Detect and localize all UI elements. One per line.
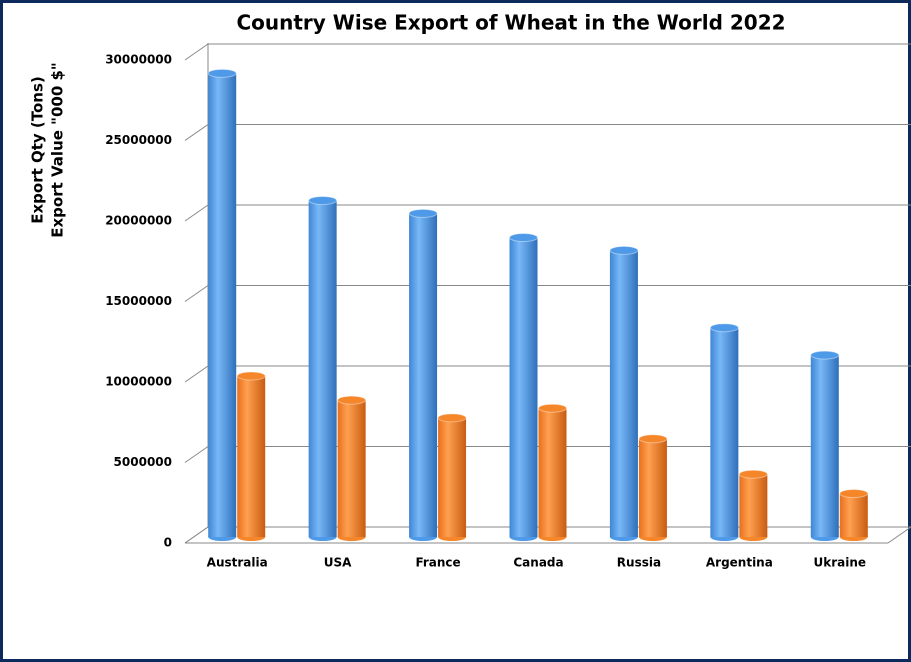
x-tick-label: Canada (513, 556, 563, 570)
bar-cap (207, 68, 237, 78)
bar (739, 474, 768, 537)
y-tick-label: 0 (164, 536, 172, 550)
floor-edge (887, 526, 911, 544)
bar (337, 400, 366, 537)
bar-cap (609, 245, 639, 255)
bar-cap (437, 413, 467, 423)
grid-line (184, 204, 209, 222)
bar (638, 438, 667, 537)
y-tick-label: 10000000 (105, 375, 172, 389)
x-tick-label: Russia (617, 556, 661, 570)
x-tick-label: USA (324, 556, 352, 570)
bar (538, 408, 567, 537)
bar (438, 417, 467, 537)
x-tick-label: Australia (207, 556, 268, 570)
x-tick-label: Ukraine (814, 556, 867, 570)
grid-line (184, 365, 209, 383)
bar-cap (337, 395, 367, 405)
bar (810, 355, 839, 537)
bar-cap (839, 489, 869, 499)
bar (710, 327, 739, 537)
grid-line (184, 124, 209, 141)
y-tick-label: 30000000 (105, 53, 172, 67)
bar-cap (538, 403, 567, 413)
grid-line (184, 446, 209, 463)
bar-cap (738, 469, 768, 479)
bar (208, 73, 237, 537)
bar-cap (810, 350, 840, 360)
bar (839, 493, 868, 537)
y-label-line: Export Qty (Tons) (29, 76, 47, 224)
bar-cap (308, 196, 338, 206)
y-tick-label: 20000000 (105, 214, 172, 228)
bar (409, 213, 438, 537)
x-tick-label: Argentina (706, 556, 773, 570)
grid-line (184, 43, 209, 61)
chart-title: Country Wise Export of Wheat in the Worl… (236, 11, 785, 35)
bar (509, 237, 538, 538)
y-tick-label: 25000000 (105, 133, 172, 147)
bar-cap (408, 208, 438, 218)
bar (609, 250, 638, 538)
bar-cap (709, 323, 739, 333)
y-axis-label: Export Qty (Tons) Export Value "000 $" (29, 62, 67, 237)
bar-cap (638, 434, 668, 444)
bar-cap (509, 233, 538, 243)
x-tick-label: France (415, 556, 460, 570)
y-tick-label: 15000000 (105, 294, 172, 308)
bar-cap (236, 371, 266, 381)
bar (237, 376, 266, 537)
bar (308, 200, 337, 537)
grid-line (184, 526, 209, 544)
grid-line (184, 285, 209, 302)
y-label-line: Export Value "000 $" (49, 62, 67, 237)
y-tick-label: 5000000 (114, 455, 172, 469)
